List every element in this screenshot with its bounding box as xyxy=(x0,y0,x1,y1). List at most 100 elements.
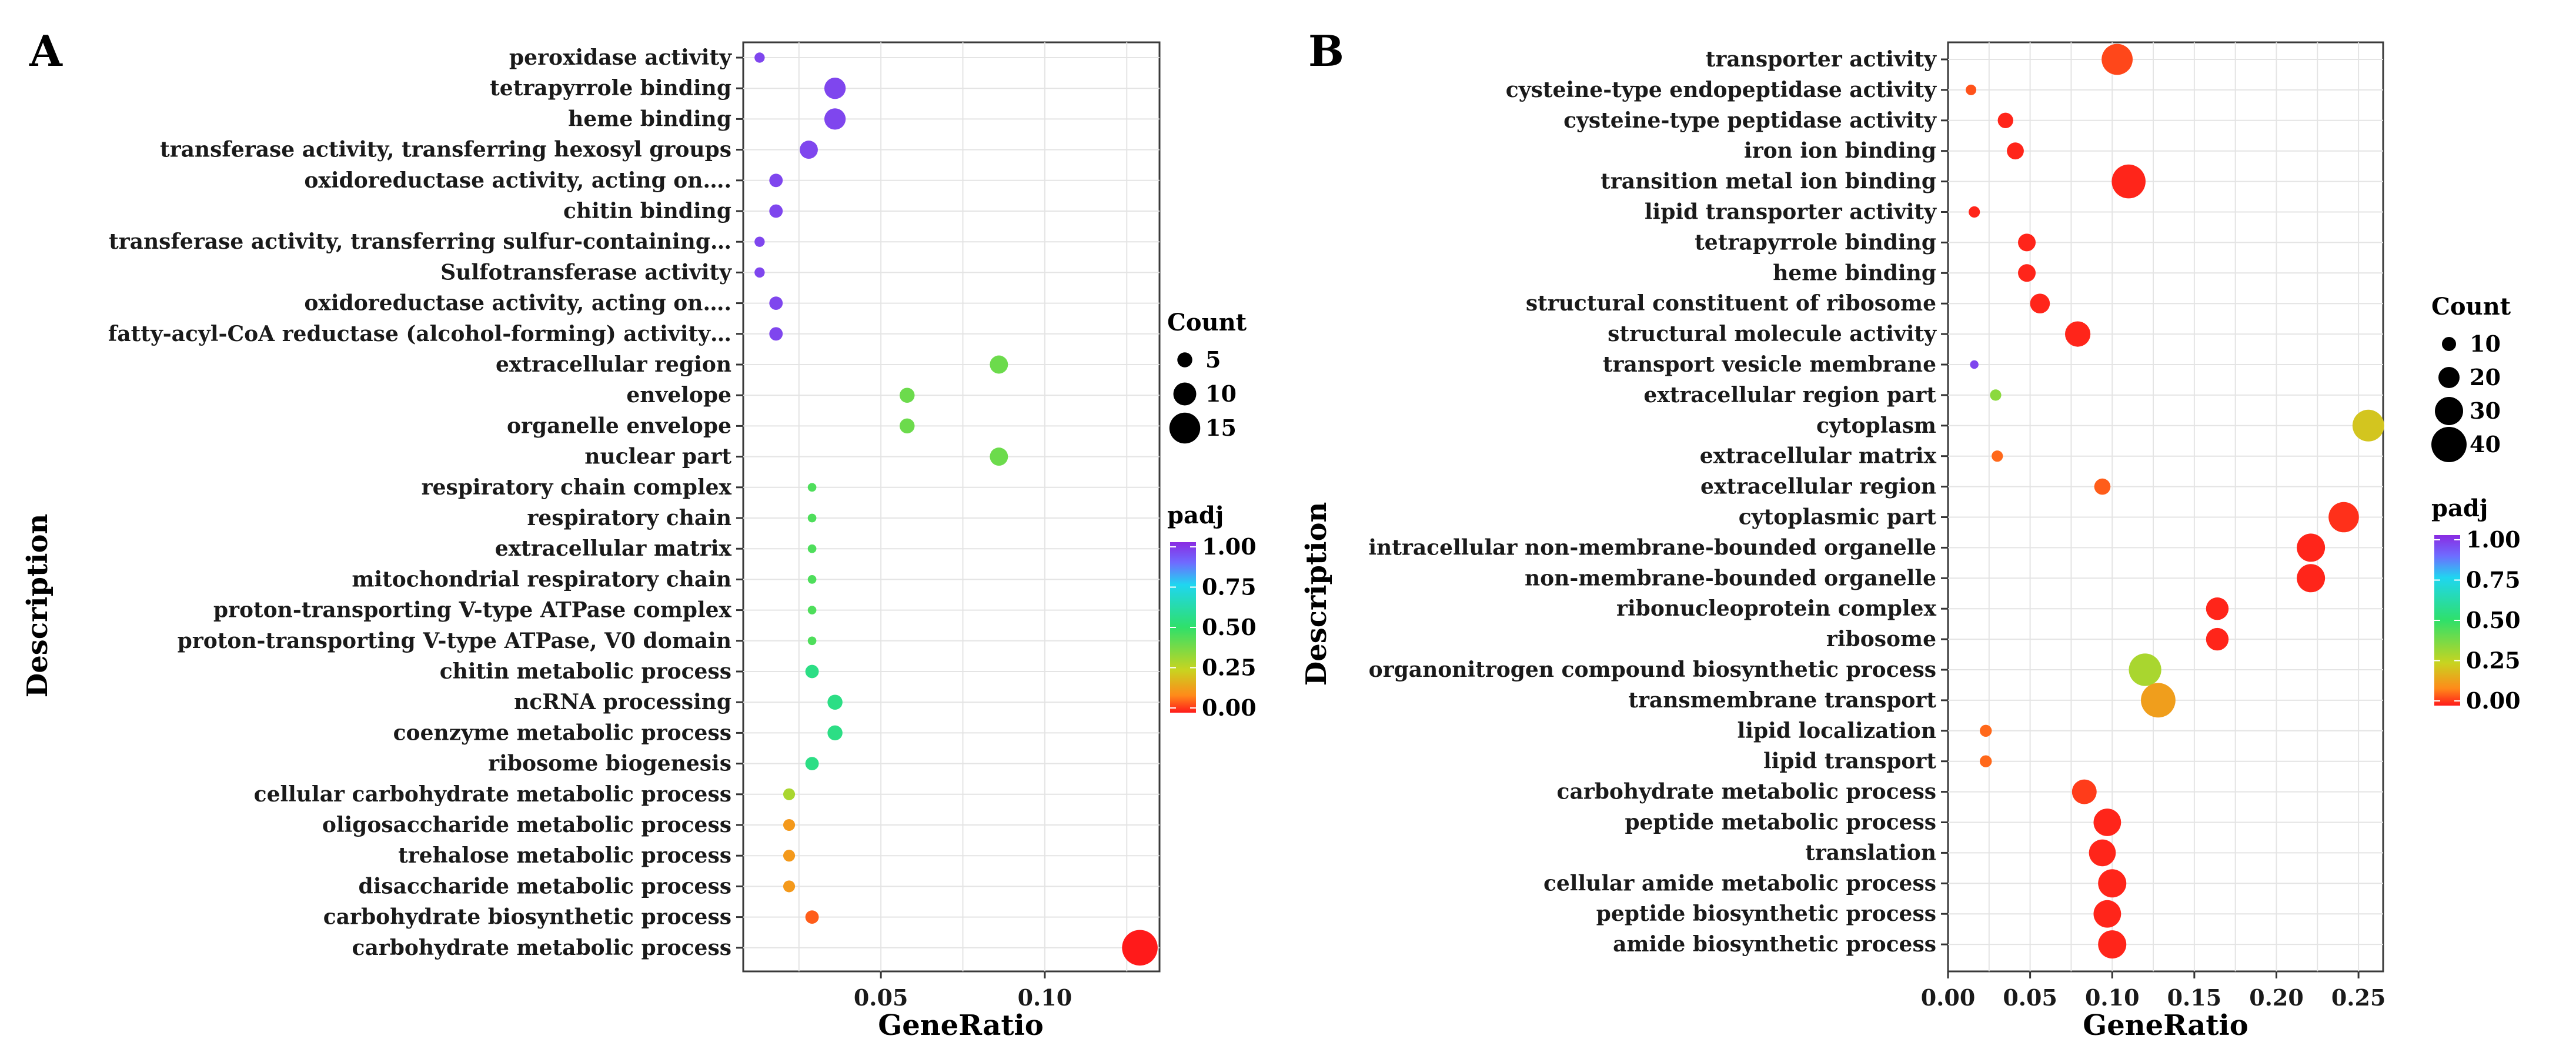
y-tick-label: mitochondrial respiratory chain xyxy=(352,567,731,592)
y-tick-label: extracellular matrix xyxy=(495,536,732,561)
y-tick-label: translation xyxy=(1805,840,1936,865)
y-tick-label: structural constituent of ribosome xyxy=(1526,291,1936,316)
size-legend-dot xyxy=(2442,337,2456,351)
x-tick-label: 0.25 xyxy=(2331,984,2386,1011)
data-point xyxy=(807,636,817,646)
panel-a-grid xyxy=(743,42,1160,971)
panel-b-points xyxy=(1966,44,2384,959)
data-point xyxy=(2018,264,2036,282)
data-point xyxy=(2089,839,2116,867)
data-point xyxy=(2098,869,2127,898)
y-tick-label: proton-transporting V-type ATPase comple… xyxy=(213,598,732,623)
y-tick-label: peptide biosynthetic process xyxy=(1596,901,1936,926)
data-point xyxy=(754,236,765,247)
x-tick-label: 0.10 xyxy=(2085,984,2140,1011)
data-point xyxy=(2094,478,2111,495)
y-tick-label: ncRNA processing xyxy=(514,690,731,714)
data-point xyxy=(827,725,843,741)
size-legend-label: 40 xyxy=(2470,431,2501,457)
panel-b-y-axis-title: Description xyxy=(1300,502,1333,686)
y-tick-label: carbohydrate metabolic process xyxy=(1557,780,1936,804)
data-point xyxy=(769,296,783,310)
data-point xyxy=(899,418,915,434)
size-legend-dot xyxy=(1173,382,1197,406)
data-point xyxy=(2352,409,2384,442)
y-tick-label: transferase activity, transferring hexos… xyxy=(160,138,731,162)
color-legend-label: 0.75 xyxy=(1202,574,1257,600)
y-tick-label: disaccharide metabolic process xyxy=(359,874,731,898)
panel-a-y-axis-title: Description xyxy=(21,514,54,698)
color-legend-title: padj xyxy=(2431,495,2488,522)
y-tick-label: lipid localization xyxy=(1738,719,1936,743)
y-tick-label: ribosome biogenesis xyxy=(488,751,731,776)
data-point xyxy=(2297,533,2326,562)
data-point xyxy=(807,483,817,492)
size-legend-dot xyxy=(1177,352,1192,368)
size-legend-label: 20 xyxy=(2470,364,2501,390)
panel-a-label: A xyxy=(29,26,63,76)
y-tick-label: cytoplasmic part xyxy=(1739,505,1937,530)
x-tick-label: 0.15 xyxy=(2167,984,2222,1011)
data-point xyxy=(824,78,846,99)
y-tick-label: transition metal ion binding xyxy=(1601,169,1936,194)
y-tick-label: respiratory chain complex xyxy=(422,475,732,500)
panel-a: A Description peroxidase activity tetrapy… xyxy=(21,26,1257,1042)
data-point xyxy=(800,141,818,159)
data-point xyxy=(783,819,796,831)
size-legend-dot xyxy=(2435,397,2463,425)
data-point xyxy=(805,910,819,924)
color-legend-label: 1.00 xyxy=(2466,526,2521,553)
data-point xyxy=(1980,724,1992,737)
x-tick-label: 0.05 xyxy=(2003,984,2057,1011)
data-point xyxy=(2206,597,2229,620)
data-point xyxy=(2098,930,2127,959)
y-tick-label: cysteine-type endopeptidase activity xyxy=(1506,78,1937,102)
y-tick-label: respiratory chain xyxy=(527,506,731,530)
data-point xyxy=(783,788,796,800)
data-point xyxy=(1969,206,1980,218)
y-tick-label: extracellular region xyxy=(496,352,731,377)
panel-b: B Description transporter activity cystei… xyxy=(1300,26,2521,1042)
y-tick-label: transmembrane transport xyxy=(1628,688,1936,713)
y-tick-label: proton-transporting V-type ATPase, V0 do… xyxy=(178,629,731,653)
data-point xyxy=(2018,233,2036,252)
color-legend-label: 0.50 xyxy=(1202,614,1257,640)
y-tick-label: non-membrane-bounded organelle xyxy=(1525,566,1936,590)
y-tick-label: peroxidase activity xyxy=(509,45,732,70)
data-point xyxy=(1992,450,2003,462)
data-point xyxy=(824,108,846,130)
panel-a-term-labels: peroxidase activity tetrapyrrole binding h… xyxy=(108,45,743,960)
y-tick-label: transport vesicle membrane xyxy=(1603,352,1936,377)
panel-a-points xyxy=(754,52,1158,966)
data-point xyxy=(2093,809,2121,836)
data-point xyxy=(2093,900,2121,928)
panel-a-plot-area xyxy=(742,41,1161,973)
panel-b-legends: Count 10 20 30 40 padj 1.00 0.75 0.50 0.25 0.00 xyxy=(2431,293,2521,714)
y-tick-label: trehalose metabolic process xyxy=(398,843,731,868)
y-tick-label: extracellular region xyxy=(1700,475,1936,499)
data-point xyxy=(1966,84,1977,95)
data-point xyxy=(1997,112,2013,128)
y-tick-label: heme binding xyxy=(568,106,731,131)
size-legend-dot xyxy=(1169,412,1201,444)
data-point xyxy=(899,387,915,403)
data-point xyxy=(827,694,843,710)
y-tick-label: carbohydrate biosynthetic process xyxy=(323,905,731,930)
y-tick-label: oxidoreductase activity, acting on…. xyxy=(304,168,731,193)
y-tick-label: organonitrogen compound biosynthetic pro… xyxy=(1369,657,1936,682)
panel-b-x-ticks: 0.00 0.05 0.10 0.15 0.20 0.25 xyxy=(1921,971,2386,1011)
panel-b-x-axis-title: GeneRatio xyxy=(2083,1009,2248,1042)
data-point xyxy=(2141,683,2176,718)
y-tick-label: peptide metabolic process xyxy=(1625,810,1936,835)
y-tick-label: amide biosynthetic process xyxy=(1613,932,1936,957)
data-point xyxy=(805,757,819,770)
y-tick-label: extracellular matrix xyxy=(1700,444,1937,469)
y-tick-label: chitin metabolic process xyxy=(440,659,731,684)
y-tick-label: cysteine-type peptidase activity xyxy=(1563,108,1937,133)
y-tick-label: extracellular region part xyxy=(1643,383,1936,407)
data-point xyxy=(2111,164,2146,199)
y-tick-label: carbohydrate metabolic process xyxy=(352,936,731,960)
x-tick-label: 0.05 xyxy=(854,984,908,1011)
y-tick-label: oxidoreductase activity, acting on…. xyxy=(304,291,731,316)
